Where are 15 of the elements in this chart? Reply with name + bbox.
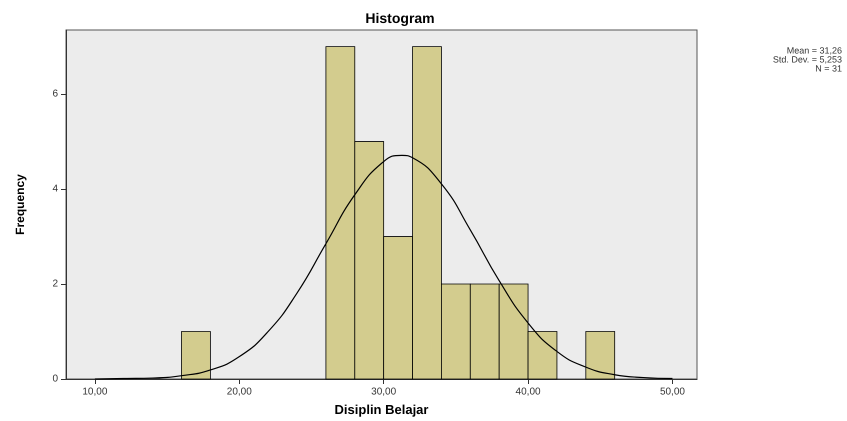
x-tick-label: 30,00 <box>371 386 397 398</box>
y-axis-title: Frequency <box>13 174 27 235</box>
text: N = 31 <box>815 64 842 74</box>
y-tick-label: 4 <box>52 184 58 195</box>
x-tick-label: 20,00 <box>226 386 252 398</box>
chart-title: Histogram <box>365 10 435 26</box>
y-tick-label: 2 <box>52 278 58 290</box>
text: Std. Dev. = 5,253 <box>772 54 842 64</box>
x-tick-label: 50,00 <box>660 386 686 398</box>
x-tick-label: 10,00 <box>82 386 108 398</box>
x-tick-label: 40,00 <box>516 386 542 398</box>
y-tick-label: 0 <box>52 374 58 384</box>
y-tick-label: 6 <box>52 88 58 100</box>
x-axis-title: Disiplin Belajar <box>334 402 428 417</box>
text: Mean = 31,26 <box>786 46 842 56</box>
